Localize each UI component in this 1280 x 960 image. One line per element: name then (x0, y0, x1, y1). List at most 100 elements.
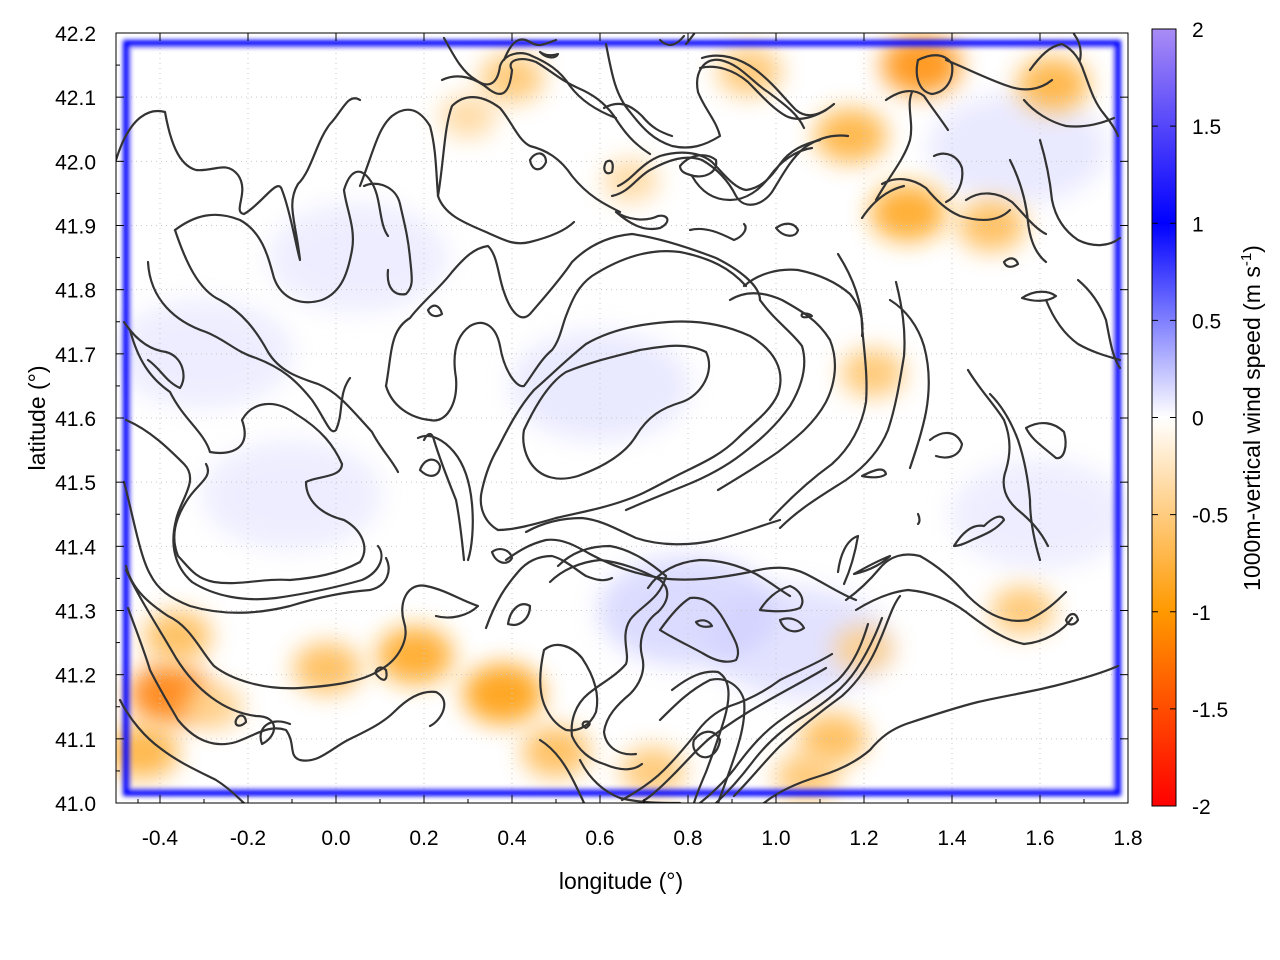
terrain-contour (610, 134, 850, 206)
terrain-contour (774, 222, 800, 237)
x-tick-label: 1.6 (1025, 827, 1054, 850)
y-tick-label: 41.7 (55, 344, 96, 367)
terrain-contour (118, 698, 246, 803)
colorbar-tick-label: 2 (1192, 19, 1204, 42)
terrain-contour (928, 431, 964, 459)
terrain-contour (688, 222, 747, 242)
y-tick-label: 41.8 (55, 280, 96, 303)
terrain-contour (146, 260, 352, 433)
y-tick-label: 41.5 (55, 472, 96, 495)
updraft-cell (202, 440, 382, 550)
terrain-contour (684, 33, 696, 46)
terrain-contour (528, 152, 548, 171)
terrain-contour (624, 298, 806, 512)
y-axis-ticks: 41.0 41.1 41.2 41.3 41.4 41.5 41.6 41.7 41.8 41.9… (55, 23, 1128, 816)
downdraft-cell (1017, 57, 1090, 112)
terrain-contour (602, 102, 674, 138)
downdraft-cell (522, 725, 590, 778)
downdraft-cell (990, 586, 1055, 635)
terrain-contour (603, 159, 614, 175)
downdraft-cell (840, 348, 905, 398)
colorbar-ticks: 2 1.5 1 0.5 0 -0.5 -1 -1.5 -2 (1152, 19, 1228, 819)
terrain-contour (952, 515, 1006, 548)
terrain-contour (860, 468, 888, 479)
terrain-contour (436, 96, 622, 214)
y-tick-label: 42.2 (55, 23, 96, 46)
y-tick-label: 41.3 (55, 601, 96, 624)
y-tick-label: 41.0 (55, 793, 96, 816)
terrain-contour (964, 192, 1048, 236)
colorbar-title-close: ) (1239, 245, 1265, 253)
terrain-contour (538, 738, 586, 803)
colorbar-tick-label: 1 (1192, 213, 1204, 236)
terrain-contour (122, 320, 185, 390)
boundary-band (123, 40, 1121, 796)
x-tick-label: 1.4 (937, 827, 967, 850)
x-tick-label: -0.4 (142, 827, 179, 850)
terrain-contour (440, 58, 652, 156)
x-tick-label: -0.2 (230, 827, 266, 850)
downdraft-cell (881, 35, 962, 96)
terrain-contour (116, 97, 362, 262)
terrain-contour (124, 418, 383, 601)
terrain-contour (678, 154, 718, 178)
terrain-contour (1044, 298, 1122, 362)
domain-boundary (123, 40, 1121, 796)
terrain-contour (384, 250, 748, 422)
y-tick-label: 42.0 (55, 151, 96, 174)
terrain-contour (1008, 158, 1048, 264)
terrain-contour (442, 36, 618, 120)
colorbar-tick-label: -0.5 (1192, 505, 1228, 528)
colorbar-tick-label: 0.5 (1192, 310, 1221, 333)
downdraft-cell (602, 158, 659, 203)
terrain-contour (860, 184, 906, 220)
colorbar-title-sup: -1 (1238, 253, 1255, 266)
terrain-contour (124, 568, 292, 746)
terrain-contour (880, 178, 1012, 222)
x-tick-label: 0.2 (409, 827, 438, 850)
terrain-contour (504, 538, 858, 602)
terrain-contour (1064, 612, 1080, 626)
x-tick-label: 1.2 (849, 827, 878, 850)
downdraft-cell (116, 724, 179, 779)
terrain-contour (616, 138, 822, 192)
terrain-contour (915, 54, 954, 96)
x-axis-title: longitude (°) (559, 868, 683, 894)
terrain-contour (490, 548, 514, 564)
terrain-contour (126, 606, 446, 762)
y-tick-label: 41.6 (55, 408, 96, 431)
terrain-contour (762, 664, 1120, 803)
terrain-contour (670, 670, 730, 803)
terrain-contour (506, 603, 532, 626)
terrain-contour (479, 320, 782, 532)
terrain-contour (374, 666, 388, 681)
terrain-contour (638, 666, 828, 803)
terrain-contour (484, 554, 614, 630)
updraft-cell (116, 298, 294, 409)
downdraft-cell (293, 642, 362, 695)
boundary-band-inner (129, 46, 1115, 790)
downdraft-cell (620, 746, 685, 796)
y-tick-label: 41.1 (55, 729, 96, 752)
terrain-contours (116, 33, 1122, 803)
updraft-cell (950, 459, 1128, 570)
x-tick-label: 0.0 (321, 827, 350, 850)
terrain-contour (966, 368, 1050, 548)
terrain-contour (384, 232, 762, 388)
terrain-contour (742, 268, 864, 338)
terrain-contour (581, 720, 591, 730)
terrain-contour (778, 280, 906, 530)
x-tick-label: 0.6 (585, 827, 614, 850)
y-tick-label: 41.2 (55, 665, 96, 688)
terrain-contour (1076, 278, 1122, 370)
terrain-contour (1038, 138, 1122, 247)
terrain-contour (888, 298, 930, 470)
terrain-contour (1022, 98, 1116, 128)
terrain-contour (854, 588, 1074, 646)
updraft-cell (268, 202, 448, 313)
terrain-contour (124, 564, 480, 690)
terrain-contour (422, 432, 466, 562)
terrain-contour (852, 554, 892, 576)
terrain-contour (944, 58, 1054, 91)
